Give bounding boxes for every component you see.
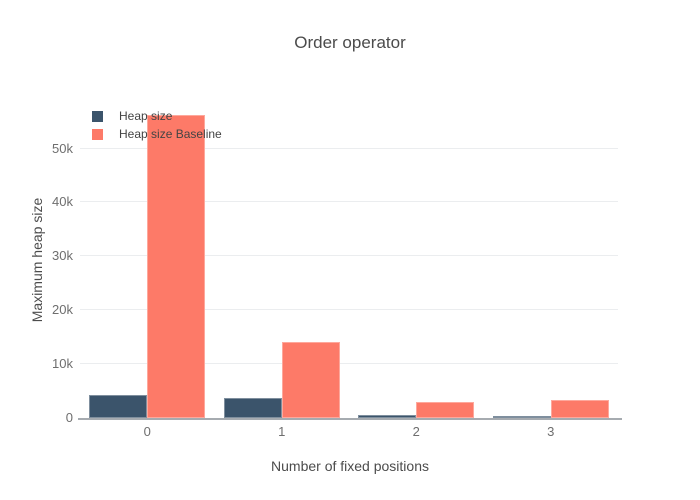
gridline: [80, 255, 618, 257]
y-tick-label: 30k: [52, 248, 73, 264]
y-tick-label: 0: [65, 410, 73, 425]
y-tick-label: 10k: [52, 356, 73, 372]
y-tick-label: 20k: [52, 302, 73, 318]
x-tick-label: 2: [412, 424, 420, 439]
x-axis-line: [78, 418, 622, 420]
bar-heap-size-0[interactable]: [89, 395, 148, 418]
bar-heap-size-1[interactable]: [223, 397, 282, 418]
x-tick-label: 0: [143, 424, 151, 439]
bar-heap-size-2[interactable]: [358, 414, 417, 418]
legend-item-heap-size[interactable]: Heap size: [92, 107, 222, 125]
bar-heap-size-3[interactable]: [492, 415, 551, 418]
gridline: [80, 147, 618, 149]
gridline: [80, 363, 618, 365]
gridline: [80, 201, 618, 203]
plot-area: Heap size Heap size Baseline: [78, 100, 622, 420]
x-axis-title: Number of fixed positions: [271, 458, 429, 474]
x-tick-label: 3: [547, 424, 555, 439]
legend: Heap size Heap size Baseline: [92, 107, 222, 143]
legend-swatch-heap-size: [92, 110, 103, 122]
bar-heap-size-baseline-3[interactable]: [550, 400, 609, 418]
y-tick-label: 50k: [52, 140, 73, 156]
gridline: [80, 309, 618, 311]
bar-heap-size-baseline-0[interactable]: [147, 115, 206, 418]
bar-heap-size-baseline-2[interactable]: [416, 402, 475, 418]
legend-item-heap-size-baseline[interactable]: Heap size Baseline: [92, 125, 222, 143]
bar-heap-size-baseline-1[interactable]: [281, 342, 340, 418]
y-tick-label: 40k: [52, 194, 73, 210]
x-tick-label: 1: [278, 424, 286, 439]
legend-label-heap-size-baseline: Heap size Baseline: [119, 127, 222, 141]
legend-swatch-heap-size-baseline: [92, 128, 103, 140]
legend-label-heap-size: Heap size: [119, 109, 173, 123]
chart-title: Order operator: [294, 33, 406, 52]
